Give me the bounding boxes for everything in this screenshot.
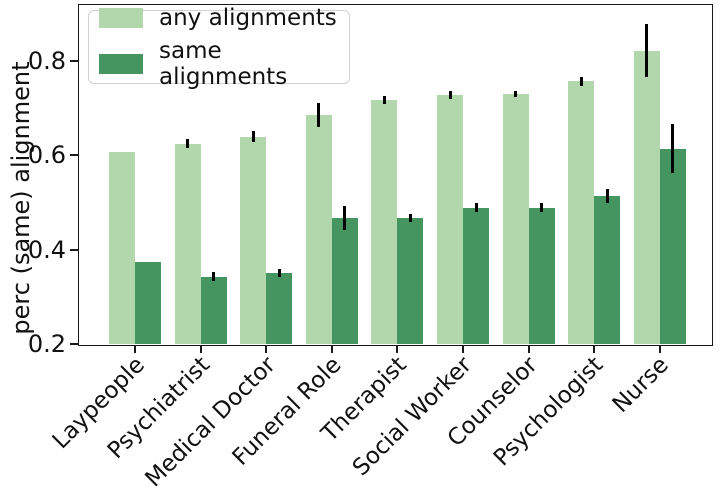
- legend-swatch-any-alignments: [99, 7, 143, 28]
- x-tick-mark: [527, 346, 530, 353]
- error-bar: [186, 138, 190, 149]
- bar-same-medical-doctor: [266, 272, 293, 344]
- x-tick-mark: [199, 346, 202, 353]
- bar-same-laypeople: [135, 261, 161, 344]
- bar-same-therapist: [397, 218, 424, 344]
- bar-any-psychologist: [568, 81, 595, 344]
- plot-frame: [78, 4, 713, 346]
- x-tick-mark: [396, 346, 399, 353]
- error-bar: [382, 95, 386, 104]
- bar-any-therapist: [371, 99, 398, 344]
- error-bar: [212, 271, 216, 282]
- y-tick-mark: [70, 343, 78, 345]
- error-bar: [540, 203, 544, 212]
- bar-same-psychologist: [594, 195, 621, 344]
- bar-any-social-worker: [437, 95, 463, 344]
- x-tick-mark: [330, 346, 333, 353]
- legend-swatch-same-alignments: [99, 53, 143, 74]
- x-tick-label-nurse: Nurse: [608, 352, 675, 419]
- legend-label-any-alignments: any alignments: [159, 4, 337, 31]
- error-bar: [408, 213, 412, 223]
- error-bar: [317, 103, 321, 127]
- error-bar: [343, 205, 347, 231]
- legend-item-any-alignments: any alignments: [99, 5, 349, 31]
- error-bar: [514, 90, 518, 98]
- x-tick-mark: [593, 346, 596, 353]
- y-tick-label-0-8: 0.8: [27, 47, 66, 76]
- error-bar: [277, 269, 281, 277]
- bar-any-psychiatrist: [174, 143, 201, 344]
- error-bar: [579, 76, 583, 87]
- bar-any-nurse: [633, 50, 660, 344]
- y-tick-label-0-4: 0.4: [27, 235, 66, 264]
- x-tick-mark: [658, 346, 661, 353]
- error-bar: [251, 130, 255, 143]
- plot-area: [79, 5, 712, 344]
- bar-same-social-worker: [463, 207, 489, 344]
- error-bar: [605, 188, 609, 204]
- legend-item-same-alignments: same alignments: [99, 38, 349, 90]
- y-tick-label-0-2: 0.2: [27, 330, 66, 358]
- error-bar: [448, 91, 452, 99]
- y-tick-label-0-6: 0.6: [27, 141, 66, 170]
- y-axis-label: perc (same) alignment: [7, 61, 35, 335]
- bar-same-counselor: [528, 207, 555, 344]
- bar-any-funeral-role: [305, 114, 332, 344]
- bar-same-nurse: [659, 148, 686, 344]
- bar-any-medical-doctor: [240, 136, 267, 344]
- bar-any-laypeople: [109, 152, 135, 344]
- legend-label-same-alignments: same alignments: [159, 37, 288, 90]
- error-bar: [671, 124, 675, 174]
- error-bar: [645, 24, 649, 78]
- bar-same-funeral-role: [331, 218, 358, 344]
- x-tick-mark: [134, 346, 136, 353]
- error-bar: [474, 203, 478, 213]
- legend: any alignments same alignments: [88, 5, 350, 90]
- x-tick-mark: [265, 346, 268, 353]
- y-tick-mark: [70, 154, 78, 157]
- y-tick-mark: [70, 60, 78, 63]
- x-tick-mark: [462, 346, 464, 353]
- y-tick-mark: [70, 248, 78, 251]
- bar-any-counselor: [502, 94, 529, 344]
- bar-same-psychiatrist: [200, 276, 227, 344]
